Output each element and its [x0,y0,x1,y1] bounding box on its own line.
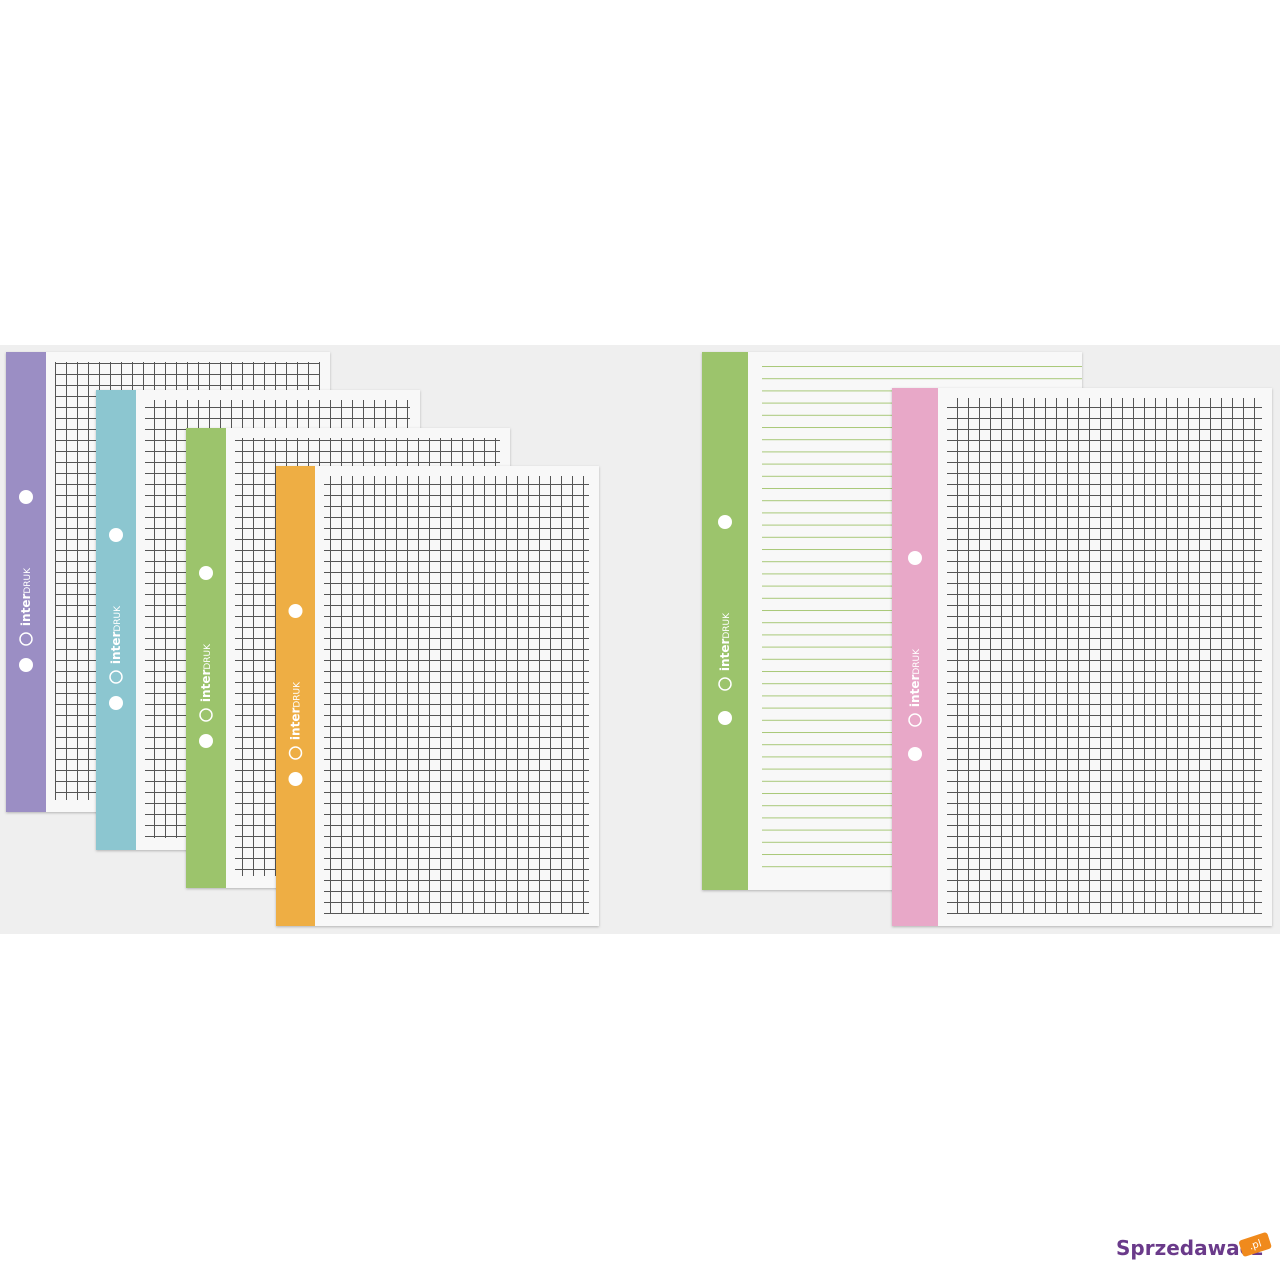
sheet: interDRUK [892,388,1272,926]
sheet-strip [702,352,748,890]
logo-bold: inter [908,675,922,708]
punch-hole [718,515,732,529]
logo-bold: inter [19,594,33,627]
sheet: interDRUK [276,466,599,926]
sheet-grid [947,398,1262,914]
sheet-strip [276,466,315,926]
logo: interDRUK [718,612,732,671]
logo-icon [109,670,123,684]
sheet-strip [892,388,938,926]
punch-hole [199,566,213,580]
punch-hole [288,604,303,618]
sheets: interDRUKinterDRUKinterDRUKinterDRUKinte… [6,352,1272,926]
logo-icon [19,632,33,646]
punch-hole [908,551,922,565]
logo-light: DRUK [293,681,303,708]
punch-hole [109,528,123,542]
punch-hole [718,711,732,725]
watermark-name: Sprzedawacz [1116,1236,1263,1260]
watermark-tag [1239,1232,1272,1257]
punch-hole [109,696,123,710]
logo-light: DRUK [722,612,732,639]
logo: interDRUK [19,567,33,626]
logo-icon [718,677,732,691]
logo-icon [288,746,303,760]
logo-light: DRUK [113,605,123,632]
punch-hole [288,772,303,786]
punch-hole [199,734,213,748]
logo-bold: inter [289,708,303,741]
watermark: Sprzedawacz .pl [1116,1232,1272,1260]
logo: interDRUK [199,643,213,702]
watermark-tld: .pl [1248,1238,1263,1252]
logo-light: DRUK [23,567,33,594]
sheet-grid [324,476,589,914]
logo-icon [199,708,213,722]
logo: interDRUK [908,648,922,707]
logo-bold: inter [109,632,123,665]
logo: interDRUK [109,605,123,664]
logo-light: DRUK [912,648,922,675]
sheet-strip [6,352,46,812]
logo-light: DRUK [203,643,213,670]
punch-hole [19,490,33,504]
logo-bold: inter [718,639,732,672]
punch-hole [19,658,33,672]
logo: interDRUK [289,681,303,740]
sheet-strip [96,390,136,850]
punch-hole [908,747,922,761]
sheet-strip [186,428,226,888]
logo-bold: inter [199,670,213,703]
logo-icon [908,713,922,727]
